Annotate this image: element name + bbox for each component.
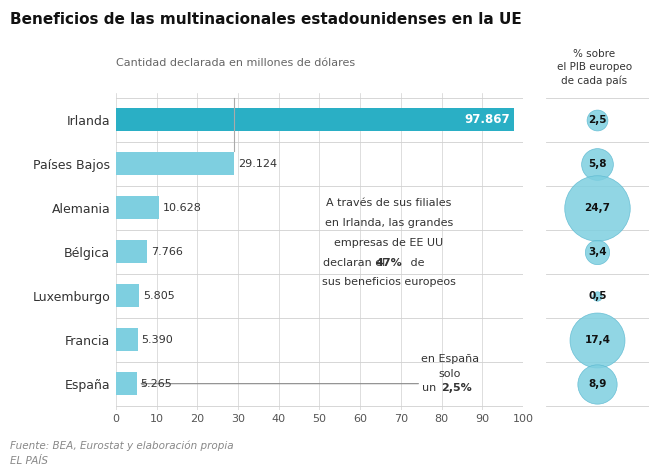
Text: 29.124: 29.124 bbox=[238, 158, 277, 169]
Text: un: un bbox=[422, 383, 440, 393]
Text: en España: en España bbox=[420, 355, 479, 364]
Text: 3,4: 3,4 bbox=[588, 247, 607, 257]
Text: 17,4: 17,4 bbox=[585, 335, 610, 345]
Bar bbox=[116, 108, 514, 131]
Text: Cantidad declarada en millones de dólares: Cantidad declarada en millones de dólare… bbox=[116, 58, 355, 68]
Text: declaran el: declaran el bbox=[323, 258, 389, 267]
Text: sus beneficios europeos: sus beneficios europeos bbox=[322, 277, 455, 288]
Bar bbox=[116, 284, 140, 307]
Point bbox=[592, 380, 602, 387]
Text: 47%: 47% bbox=[375, 258, 402, 267]
Text: en Irlanda, las grandes: en Irlanda, las grandes bbox=[324, 218, 453, 228]
Point bbox=[592, 292, 602, 299]
Text: empresas de EE UU: empresas de EE UU bbox=[334, 238, 443, 248]
Text: 2,5: 2,5 bbox=[589, 115, 606, 124]
Text: Beneficios de las multinacionales estadounidenses en la UE: Beneficios de las multinacionales estado… bbox=[10, 12, 522, 27]
Point bbox=[592, 160, 602, 167]
Bar bbox=[116, 240, 148, 263]
Text: 8,9: 8,9 bbox=[589, 379, 606, 389]
Text: 5,8: 5,8 bbox=[589, 158, 606, 169]
Text: 97.867: 97.867 bbox=[465, 113, 510, 126]
Text: A través de sus filiales: A través de sus filiales bbox=[326, 198, 451, 208]
Bar bbox=[116, 372, 137, 395]
Text: 7.766: 7.766 bbox=[151, 247, 183, 257]
Text: 24,7: 24,7 bbox=[585, 203, 610, 212]
Text: Fuente: BEA, Eurostat y elaboración propia: Fuente: BEA, Eurostat y elaboración prop… bbox=[10, 440, 234, 451]
Point bbox=[592, 116, 602, 123]
Bar bbox=[116, 328, 138, 351]
Text: 5.265: 5.265 bbox=[140, 379, 172, 389]
Point bbox=[592, 204, 602, 212]
Text: solo: solo bbox=[438, 369, 461, 379]
Text: 5.390: 5.390 bbox=[141, 335, 173, 345]
Text: 0,5: 0,5 bbox=[589, 291, 606, 301]
Text: % sobre
el PIB europeo
de cada país: % sobre el PIB europeo de cada país bbox=[557, 49, 632, 86]
Text: 5.805: 5.805 bbox=[143, 291, 175, 301]
Text: 2,5%: 2,5% bbox=[442, 383, 472, 393]
Point bbox=[592, 336, 602, 343]
Text: de: de bbox=[407, 258, 424, 267]
Bar bbox=[116, 196, 159, 219]
Bar bbox=[116, 152, 234, 175]
Text: 10.628: 10.628 bbox=[162, 203, 201, 212]
Point bbox=[592, 248, 602, 255]
Text: EL PAÍS: EL PAÍS bbox=[10, 456, 48, 466]
